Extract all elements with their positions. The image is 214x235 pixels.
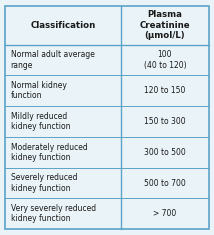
Text: 300 to 500: 300 to 500 xyxy=(144,148,186,157)
Text: 150 to 300: 150 to 300 xyxy=(144,117,186,126)
Text: Severely reduced
kidney function: Severely reduced kidney function xyxy=(11,173,77,193)
Text: 500 to 700: 500 to 700 xyxy=(144,179,186,188)
Text: 100
(40 to 120): 100 (40 to 120) xyxy=(144,50,186,70)
Text: Normal adult average
range: Normal adult average range xyxy=(11,50,95,70)
Text: 120 to 150: 120 to 150 xyxy=(144,86,186,95)
Text: Classification: Classification xyxy=(31,21,96,30)
Text: Normal kidney
function: Normal kidney function xyxy=(11,81,67,101)
Text: > 700: > 700 xyxy=(153,209,177,218)
Text: Mildly reduced
kidney function: Mildly reduced kidney function xyxy=(11,112,70,131)
Text: Moderately reduced
kidney function: Moderately reduced kidney function xyxy=(11,143,88,162)
Text: Plasma
Creatinine
(μmol/L): Plasma Creatinine (μmol/L) xyxy=(140,10,190,40)
Text: Very severely reduced
kidney function: Very severely reduced kidney function xyxy=(11,204,96,223)
